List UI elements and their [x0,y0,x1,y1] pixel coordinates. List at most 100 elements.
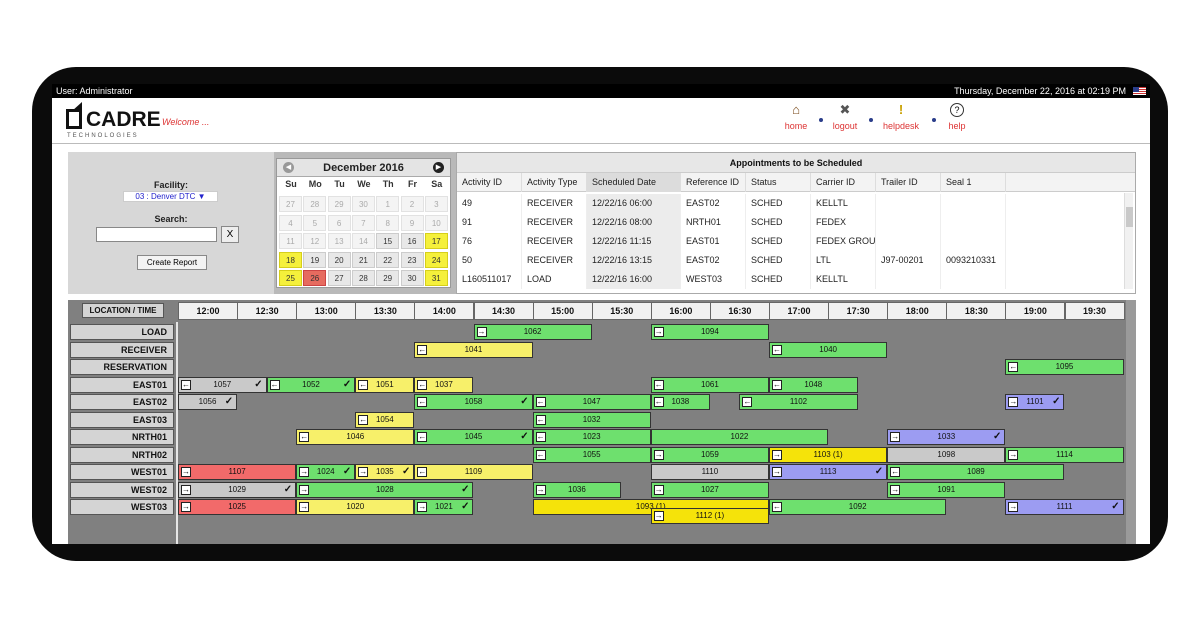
table-row[interactable]: 50 RECEIVER 12/22/16 13:15 EAST02 SCHED LTL J9… [457,251,1123,270]
appointment-bar[interactable]: ← 1032 [532,411,651,428]
appointment-bar[interactable]: ← 1051 [355,376,415,393]
appointment-bar[interactable]: → 1033 ✓ [887,429,1006,445]
appointment-bar[interactable]: 1056 ✓ [178,394,238,410]
calendar-day[interactable]: 10 [424,214,448,231]
appointment-bar[interactable]: → 1059 [650,446,769,463]
appointment-bar[interactable]: → 1024 ✓ [296,464,356,480]
appointment-bar[interactable]: ← 1037 [414,376,474,393]
calendar-day[interactable]: 22 [376,251,400,268]
calendar-day[interactable]: 1 [376,196,400,212]
calendar-day[interactable]: 6 [327,214,351,231]
appointment-bar[interactable]: → 1029 ✓ [178,481,297,498]
us-flag-icon[interactable] [1133,87,1146,95]
table-row[interactable]: 76 RECEIVER 12/22/16 11:15 EAST01 SCHED FEDEX… [457,232,1123,251]
nav-help[interactable]: ? help [937,103,977,131]
calendar-day[interactable]: 14 [351,233,375,249]
calendar-day[interactable]: 26 [303,270,327,286]
location-row-label[interactable]: EAST01 [70,376,174,393]
appointment-bar[interactable]: ← 1048 [769,376,858,393]
appointment-bar[interactable]: ← 1038 [650,394,710,410]
appointment-bar[interactable]: → 1091 [887,481,1006,498]
calendar-day[interactable]: 27 [327,270,351,286]
location-row-label[interactable]: NRTH02 [70,446,174,463]
appointment-bar[interactable]: ← 1089 [887,464,1065,480]
appointment-bar[interactable]: ← 1102 [739,394,858,410]
column-header[interactable]: Reference ID [681,173,746,192]
nav-home[interactable]: ⌂ home [776,103,816,132]
appointment-bar[interactable]: → 1103 (1) [769,446,888,463]
cadre-logo[interactable]: CADRE TECHNOLOGIES [66,102,161,142]
appointment-bar[interactable]: → 1036 [532,481,622,498]
gantt-scrollbar[interactable] [1126,300,1136,544]
nav-helpdesk[interactable]: ! helpdesk [881,103,921,132]
calendar-day[interactable]: 13 [327,233,351,249]
facility-select[interactable]: 03 : Denver DTC ▼ [123,191,218,202]
calendar-day[interactable]: 16 [400,233,424,249]
column-header[interactable]: Trailer ID [876,173,941,192]
appointment-bar[interactable]: → 1025 [178,499,297,515]
calendar-day[interactable]: 12 [303,233,327,249]
calendar-day[interactable]: 25 [279,270,302,286]
location-row-label[interactable]: WEST02 [70,481,174,498]
calendar-day[interactable]: 31 [424,270,448,286]
column-header[interactable]: Activity Type [522,173,587,192]
appointment-bar[interactable]: 1022 [650,429,829,445]
calendar-day[interactable]: 28 [303,196,327,212]
calendar-day[interactable]: 7 [351,214,375,231]
appointment-bar[interactable]: → 1113 ✓ [769,464,888,480]
location-row-label[interactable]: NRTH01 [70,429,174,445]
calendar-day[interactable]: 21 [351,251,375,268]
location-row-label[interactable]: WEST01 [70,464,174,480]
appointment-bar[interactable]: ← 1045 ✓ [414,429,533,445]
appointment-bar[interactable]: → 1035 ✓ [355,464,415,480]
calendar-day[interactable]: 5 [303,214,327,231]
appointment-bar[interactable]: ← 1058 ✓ [414,394,533,410]
column-header[interactable]: Scheduled Date [587,173,681,192]
appointments-scrollbar[interactable] [1124,193,1133,289]
appointment-bar[interactable]: ← 1041 [414,341,533,358]
nav-logout[interactable]: ✖ logout [825,103,865,132]
appointment-bar[interactable]: → 1111 ✓ [1005,499,1124,515]
appointment-bar[interactable]: → 1107 [178,464,297,480]
location-row-label[interactable]: LOAD [70,324,174,340]
calendar-day[interactable]: 30 [351,196,375,212]
create-report-button[interactable]: Create Report [137,255,207,270]
appointment-bar[interactable]: ← 1040 [769,341,888,358]
calendar-day[interactable]: 15 [376,233,400,249]
search-input[interactable] [96,227,217,242]
calendar-day[interactable]: 17 [424,233,448,249]
appointment-bar[interactable]: → 1027 [650,481,769,498]
previous-month-icon[interactable]: ◀ [283,162,294,173]
appointment-bar[interactable]: ← 1052 ✓ [266,376,356,393]
appointment-bar[interactable]: ← 1046 [296,429,415,445]
location-row-label[interactable]: EAST02 [70,394,174,410]
appointment-bar[interactable]: ← 1109 [414,464,533,480]
appointment-bar[interactable]: → 1020 [296,499,415,515]
location-row-label[interactable]: RECEIVER [70,341,174,358]
calendar-day[interactable]: 8 [376,214,400,231]
table-row[interactable]: L160511017 LOAD 12/22/16 16:00 WEST03 SCHED K… [457,270,1123,289]
appointment-bar[interactable]: → 1028 ✓ [296,481,474,498]
location-row-label[interactable]: EAST03 [70,411,174,428]
calendar-day[interactable]: 19 [303,251,327,268]
appointment-bar[interactable]: → 1021 ✓ [414,499,474,515]
calendar-day[interactable]: 2 [400,196,424,212]
column-header[interactable]: Carrier ID [811,173,876,192]
calendar-day[interactable]: 9 [400,214,424,231]
location-row-label[interactable]: RESERVATION [70,359,174,375]
calendar-day[interactable]: 24 [424,251,448,268]
column-header[interactable]: Seal 1 [941,173,1006,192]
appointment-bar[interactable]: → 1101 ✓ [1005,394,1065,410]
calendar-day[interactable]: 29 [376,270,400,286]
appointment-bar[interactable]: ← 1023 [532,429,651,445]
calendar-day[interactable]: 4 [279,214,302,231]
appointment-bar[interactable]: 1098 [887,446,1006,463]
calendar-day[interactable]: 29 [327,196,351,212]
appointment-bar[interactable]: → 1062 [473,324,592,340]
calendar-day[interactable]: 23 [400,251,424,268]
appointment-bar[interactable]: 1110 [650,464,769,480]
table-row[interactable]: 49 RECEIVER 12/22/16 06:00 EAST02 SCHED KELLT… [457,194,1123,213]
calendar-day[interactable]: 11 [279,233,302,249]
column-header[interactable]: Status [746,173,811,192]
appointment-bar[interactable]: ← 1061 [650,376,769,393]
